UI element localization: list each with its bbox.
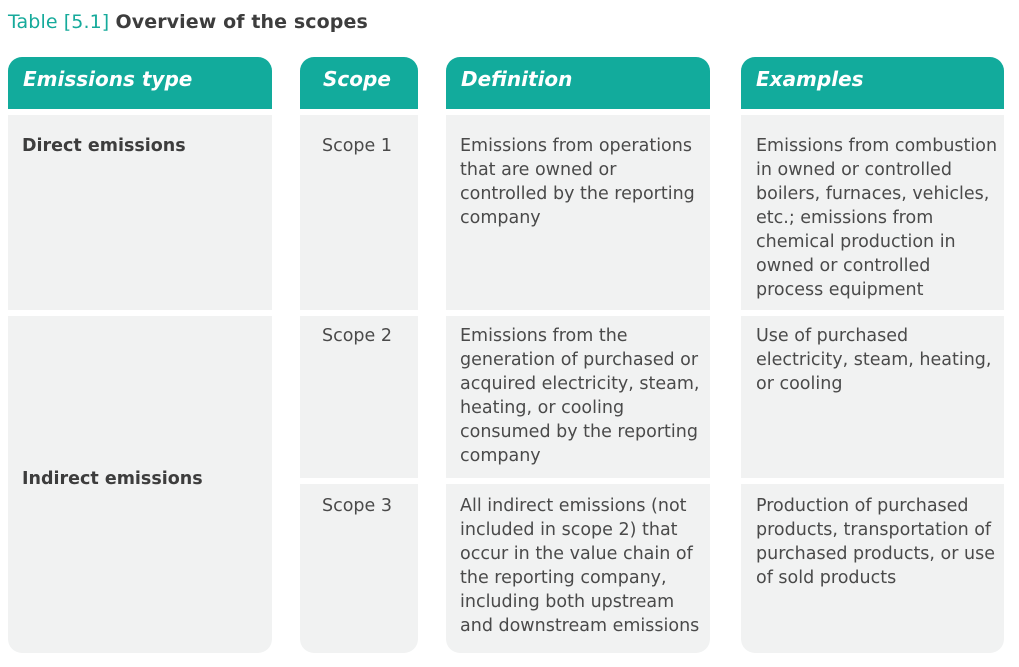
definition-text: Emissions from the generation of purchas… (460, 326, 700, 466)
definition-1-cell: Emissions from operations that are owned… (446, 115, 710, 310)
scope-1-cell: Scope 1 (300, 115, 418, 310)
header-emissions-type: Emissions type (8, 57, 272, 109)
scope-3-cell: Scope 3 (300, 484, 418, 653)
indirect-emissions-label: Indirect emissions (22, 469, 203, 489)
table-number: Table [5.1] (8, 11, 110, 33)
definition-text: Emissions from operations that are owned… (460, 136, 695, 228)
examples-text: Use of purchased electricity, steam, hea… (756, 326, 992, 394)
direct-emissions-cell: Direct emissions (8, 115, 272, 310)
examples-text: Emissions from combustion in owned or co… (756, 136, 998, 300)
examples-3-cell: Production of purchased products, transp… (741, 484, 1004, 653)
scope-label: Scope 3 (322, 496, 393, 516)
direct-emissions-label: Direct emissions (22, 136, 186, 156)
examples-1-cell: Emissions from combustion in owned or co… (741, 115, 1004, 310)
scope-label: Scope 1 (322, 136, 393, 156)
table-caption: Table [5.1] Overview of the scopes (8, 11, 368, 33)
definition-2-cell: Emissions from the generation of purchas… (446, 316, 710, 478)
header-scope: Scope (300, 57, 418, 109)
table-title: Overview of the scopes (115, 11, 368, 33)
header-examples: Examples (741, 57, 1004, 109)
definition-text: All indirect emissions (not included in … (460, 496, 700, 636)
indirect-emissions-cell: Indirect emissions (8, 316, 272, 653)
examples-2-cell: Use of purchased electricity, steam, hea… (741, 316, 1004, 478)
scope-label: Scope 2 (322, 326, 393, 346)
header-definition: Definition (446, 57, 710, 109)
examples-text: Production of purchased products, transp… (756, 496, 995, 588)
definition-3-cell: All indirect emissions (not included in … (446, 484, 710, 653)
scope-2-cell: Scope 2 (300, 316, 418, 478)
